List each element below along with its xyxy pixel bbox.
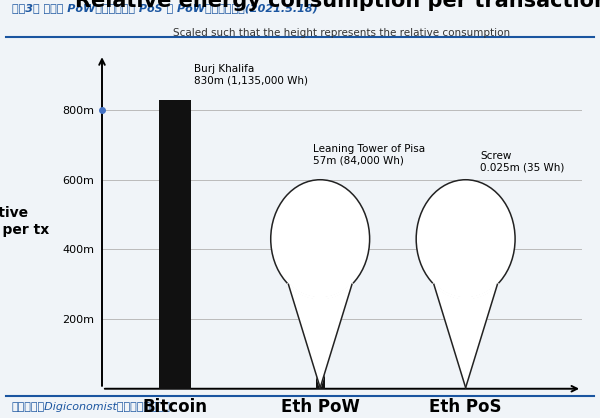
Text: Relative
Energy per tx: Relative Energy per tx — [0, 206, 50, 237]
Text: Relative energy consumption per transaction: Relative energy consumption per transact… — [75, 0, 600, 11]
Polygon shape — [434, 284, 497, 388]
Ellipse shape — [416, 180, 515, 298]
Bar — [316, 369, 325, 389]
Text: Leaning Tower of Pisa
57m (84,000 Wh): Leaning Tower of Pisa 57m (84,000 Wh) — [313, 144, 425, 166]
Text: Burj Khalifa
830m (1,135,000 Wh): Burj Khalifa 830m (1,135,000 Wh) — [194, 64, 308, 86]
Polygon shape — [289, 284, 352, 388]
Text: 资料来源：Digiconomist，国盛证券研究所: 资料来源：Digiconomist，国盛证券研究所 — [12, 402, 171, 412]
Text: Screw
0.025m (35 Wh): Screw 0.025m (35 Wh) — [480, 151, 565, 173]
Bar — [159, 99, 191, 389]
Text: Scaled such that the height represents the relative consumption: Scaled such that the height represents t… — [173, 28, 511, 38]
Ellipse shape — [271, 180, 370, 298]
Text: 图表3： 比特币 PoW挖矿、以太坊 PoS 和 PoW能源消耗对比(2021.5.18): 图表3： 比特币 PoW挖矿、以太坊 PoS 和 PoW能源消耗对比(2021.… — [12, 3, 318, 13]
